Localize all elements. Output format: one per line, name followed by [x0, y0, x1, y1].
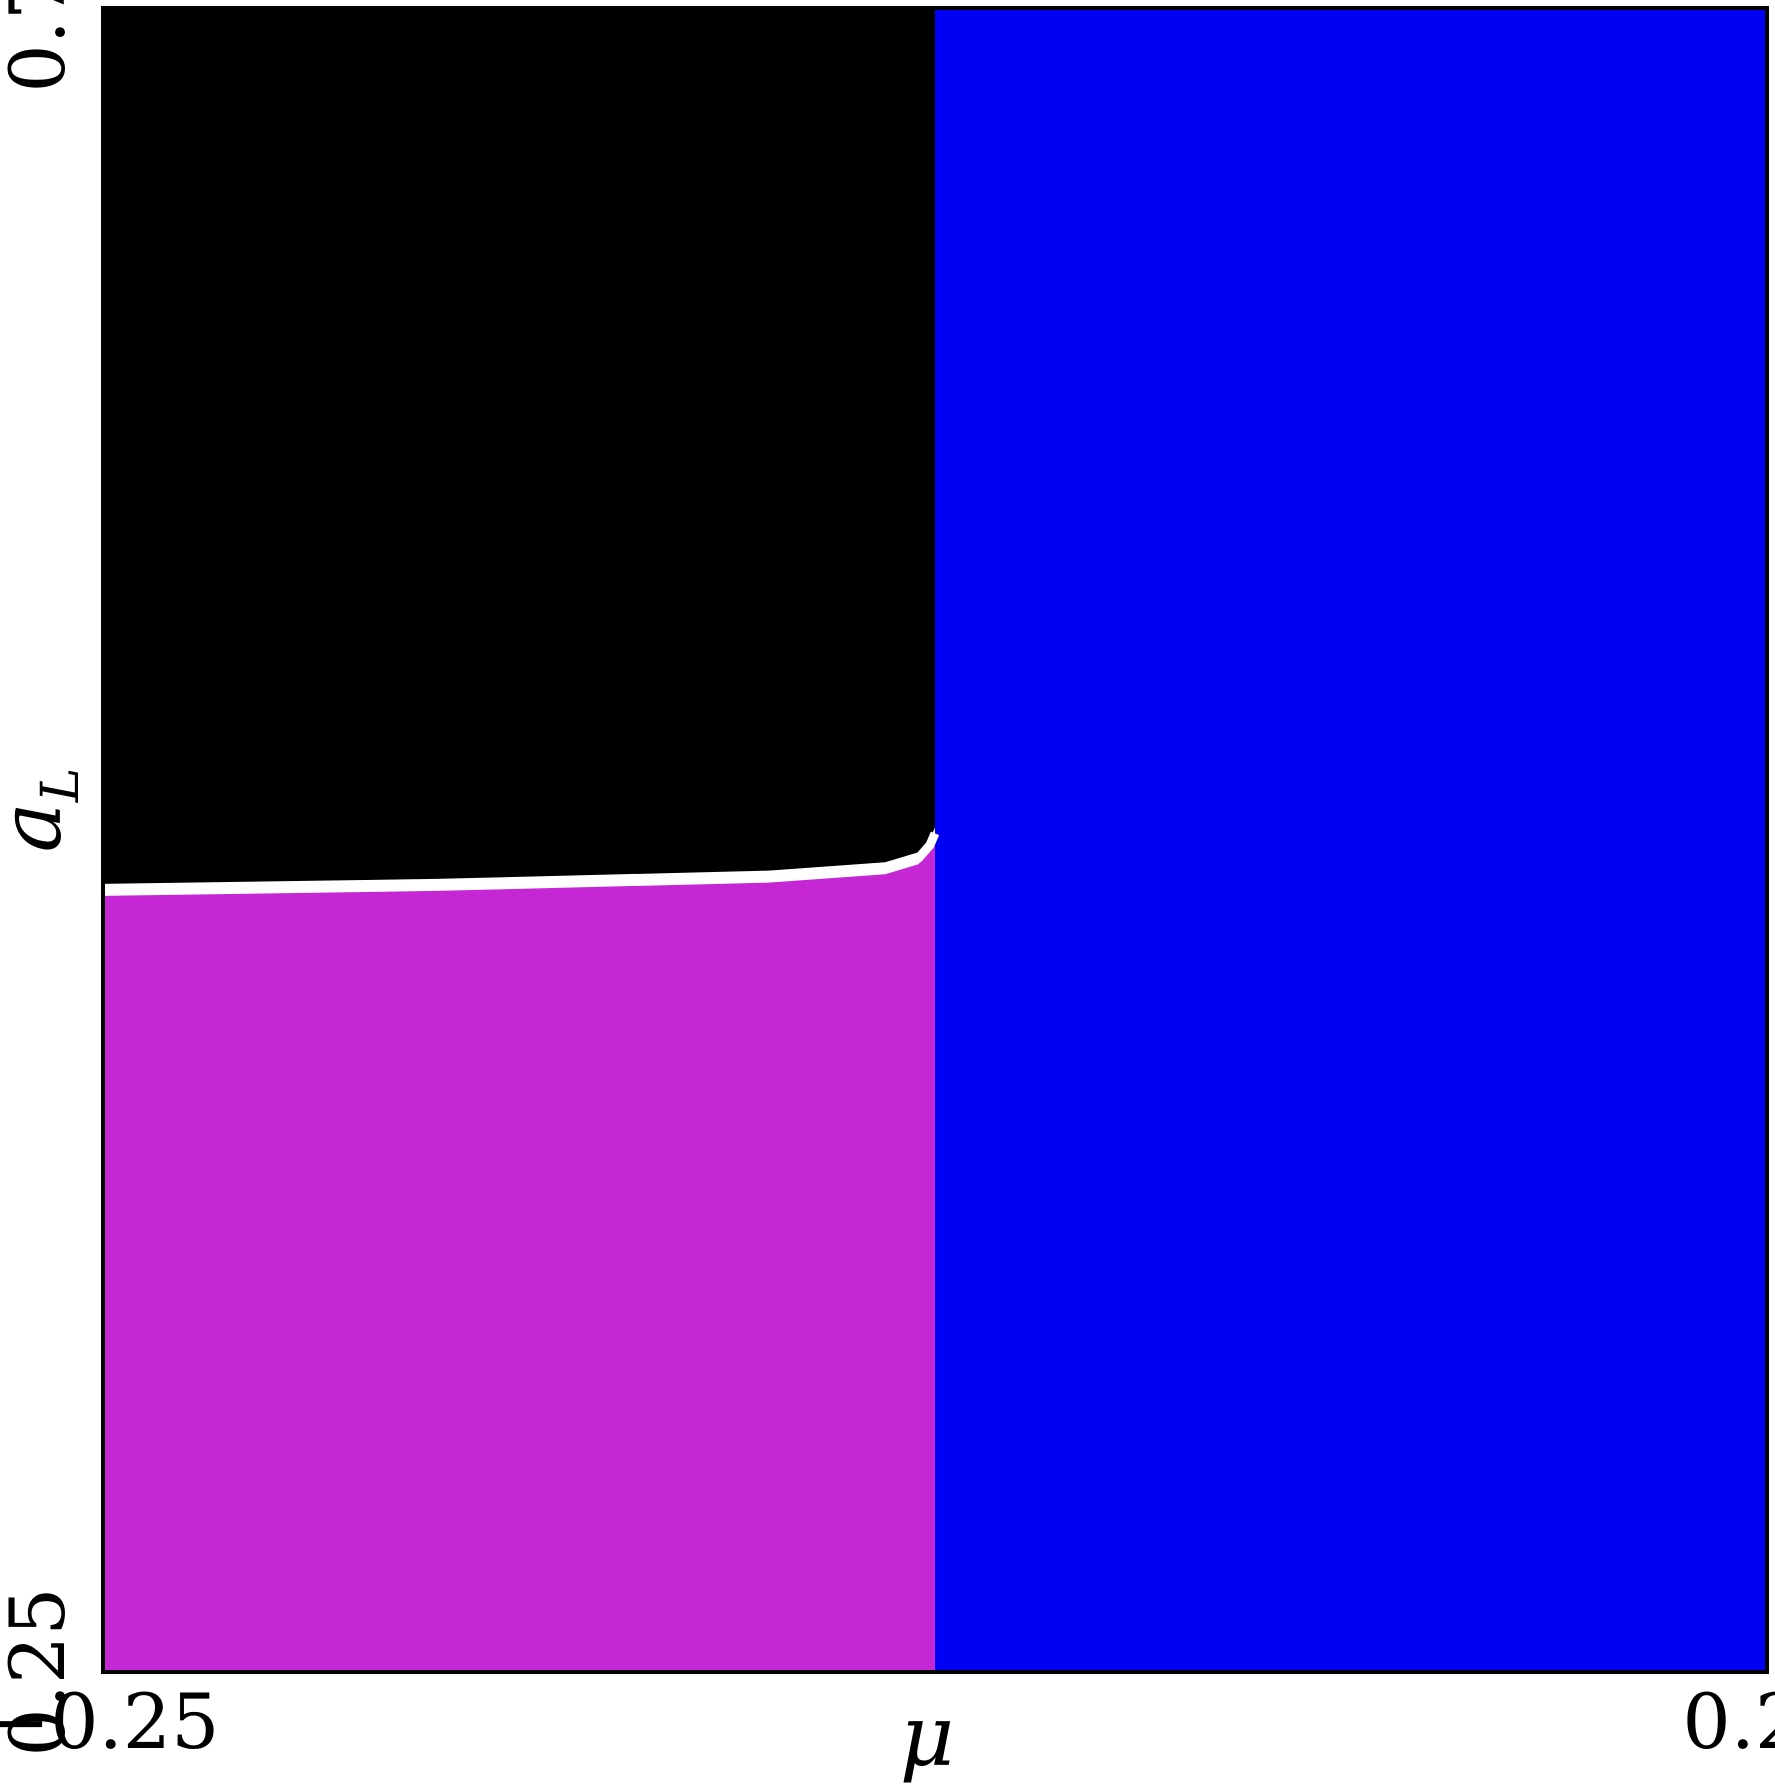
boundary-curve — [102, 831, 940, 895]
x-tick-label: −0.25 — [0, 1677, 219, 1766]
x-axis-ticks: −0.25 0.25 — [0, 1677, 1775, 1766]
x-axis-label: μ — [900, 1687, 955, 1785]
y-tick-label: 0.75 — [0, 0, 82, 93]
y-axis-label-subscript: L — [31, 768, 91, 804]
y-tick-label: 0.25 — [0, 1587, 82, 1756]
y-axis-ticks: 0.25 0.75 — [0, 0, 82, 1757]
x-tick-label: 0.25 — [1682, 1677, 1775, 1766]
plot-area — [102, 8, 1767, 1672]
region-black — [103, 8, 935, 884]
region-blue — [935, 8, 1767, 1672]
y-axis-label-main: a — [0, 802, 80, 852]
region-magenta — [103, 839, 935, 1672]
y-axis-label: aL — [0, 768, 91, 853]
plot-frame — [101, 6, 1769, 1674]
